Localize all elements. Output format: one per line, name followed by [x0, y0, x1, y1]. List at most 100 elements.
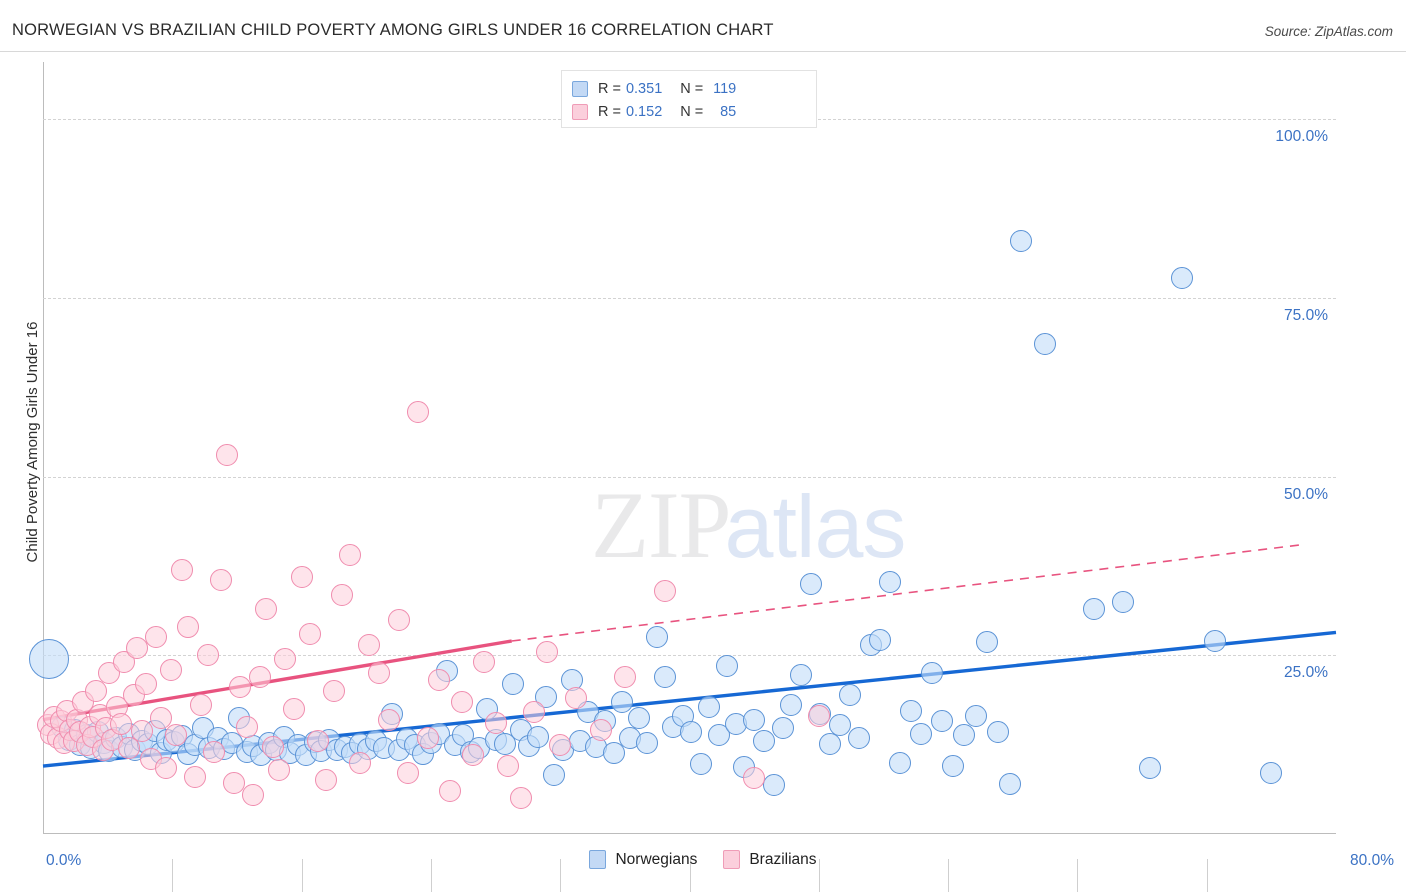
- data-point[interactable]: [298, 622, 321, 645]
- data-point[interactable]: [339, 544, 362, 567]
- data-point[interactable]: [1082, 597, 1105, 620]
- data-point[interactable]: [1203, 630, 1226, 652]
- data-point[interactable]: [536, 640, 559, 663]
- data-point[interactable]: [878, 571, 901, 594]
- data-point[interactable]: [314, 769, 337, 792]
- data-point[interactable]: [331, 583, 353, 606]
- data-point[interactable]: [209, 569, 232, 592]
- data-point[interactable]: [29, 638, 70, 679]
- data-point[interactable]: [235, 715, 258, 738]
- data-point[interactable]: [707, 724, 730, 747]
- data-point[interactable]: [1260, 762, 1283, 785]
- data-point[interactable]: [628, 707, 651, 730]
- data-point[interactable]: [159, 658, 182, 681]
- data-point[interactable]: [636, 731, 659, 754]
- data-point[interactable]: [484, 712, 507, 735]
- data-point[interactable]: [170, 558, 193, 581]
- data-point[interactable]: [216, 444, 239, 467]
- data-point[interactable]: [998, 772, 1021, 795]
- data-point[interactable]: [117, 737, 140, 760]
- data-point[interactable]: [461, 744, 484, 767]
- data-point[interactable]: [109, 712, 132, 735]
- data-point[interactable]: [397, 762, 420, 785]
- data-point[interactable]: [542, 764, 565, 787]
- data-point[interactable]: [941, 755, 964, 778]
- data-point[interactable]: [1009, 229, 1032, 252]
- data-point[interactable]: [780, 694, 803, 717]
- data-point[interactable]: [964, 705, 987, 728]
- data-point[interactable]: [290, 565, 313, 588]
- data-point[interactable]: [1111, 590, 1134, 613]
- data-point[interactable]: [427, 669, 450, 692]
- data-point[interactable]: [848, 727, 871, 750]
- legend-item-brazilians[interactable]: Brazilians: [723, 850, 817, 869]
- data-point[interactable]: [987, 721, 1010, 744]
- data-point[interactable]: [130, 720, 153, 743]
- data-point[interactable]: [510, 787, 533, 810]
- data-point[interactable]: [526, 725, 549, 748]
- data-point[interactable]: [1034, 333, 1057, 356]
- data-point[interactable]: [348, 751, 371, 774]
- data-point[interactable]: [177, 615, 200, 638]
- data-point[interactable]: [953, 724, 976, 747]
- data-point[interactable]: [930, 710, 953, 733]
- data-point[interactable]: [190, 694, 213, 717]
- data-point[interactable]: [920, 662, 943, 685]
- data-point[interactable]: [261, 735, 284, 758]
- data-point[interactable]: [743, 767, 766, 790]
- data-point[interactable]: [1139, 757, 1162, 780]
- data-point[interactable]: [416, 726, 439, 749]
- data-point[interactable]: [613, 665, 636, 688]
- data-point[interactable]: [828, 714, 851, 737]
- data-point[interactable]: [807, 705, 830, 728]
- data-point[interactable]: [164, 724, 187, 747]
- data-point[interactable]: [715, 655, 738, 678]
- data-point[interactable]: [439, 780, 462, 803]
- data-point[interactable]: [494, 732, 517, 755]
- data-point[interactable]: [154, 757, 177, 780]
- data-point[interactable]: [145, 626, 168, 649]
- data-point[interactable]: [589, 719, 612, 742]
- data-point[interactable]: [222, 771, 245, 794]
- data-point[interactable]: [689, 752, 712, 775]
- data-point[interactable]: [502, 672, 525, 695]
- data-point[interactable]: [762, 774, 785, 797]
- data-point[interactable]: [654, 665, 677, 688]
- data-point[interactable]: [358, 633, 381, 656]
- data-point[interactable]: [229, 676, 252, 699]
- data-point[interactable]: [242, 783, 265, 806]
- data-point[interactable]: [274, 647, 297, 670]
- data-point[interactable]: [697, 695, 720, 718]
- data-point[interactable]: [203, 740, 226, 763]
- data-point[interactable]: [248, 665, 271, 688]
- data-point[interactable]: [909, 722, 932, 745]
- data-point[interactable]: [322, 680, 345, 703]
- data-point[interactable]: [450, 690, 473, 713]
- data-point[interactable]: [790, 664, 813, 687]
- data-point[interactable]: [306, 730, 329, 753]
- data-point[interactable]: [975, 631, 998, 654]
- data-point[interactable]: [654, 579, 677, 602]
- data-point[interactable]: [149, 707, 172, 730]
- data-point[interactable]: [680, 721, 703, 744]
- data-point[interactable]: [646, 626, 669, 649]
- data-point[interactable]: [183, 765, 206, 788]
- data-point[interactable]: [523, 701, 546, 724]
- data-point[interactable]: [799, 572, 822, 595]
- data-point[interactable]: [85, 680, 108, 703]
- data-point[interactable]: [135, 672, 158, 695]
- data-point[interactable]: [565, 687, 588, 710]
- data-point[interactable]: [869, 628, 892, 651]
- data-point[interactable]: [368, 662, 391, 685]
- data-point[interactable]: [267, 758, 290, 781]
- data-point[interactable]: [112, 651, 135, 674]
- data-point[interactable]: [387, 608, 410, 631]
- data-point[interactable]: [125, 637, 148, 660]
- data-point[interactable]: [406, 401, 429, 424]
- data-point[interactable]: [743, 708, 766, 731]
- data-point[interactable]: [497, 755, 520, 778]
- data-point[interactable]: [1171, 266, 1194, 289]
- data-point[interactable]: [838, 683, 861, 706]
- data-point[interactable]: [772, 717, 795, 740]
- data-point[interactable]: [819, 732, 842, 755]
